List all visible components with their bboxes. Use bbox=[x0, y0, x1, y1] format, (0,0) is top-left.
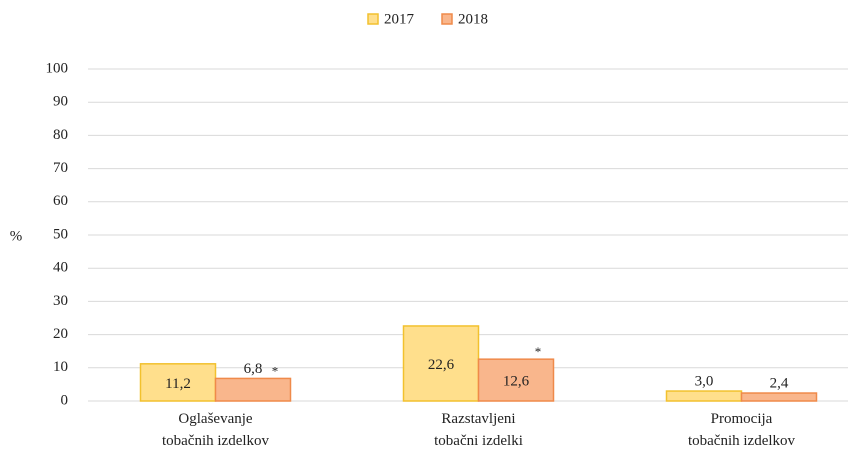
y-axis-label: % bbox=[10, 228, 23, 244]
y-tick-label: 0 bbox=[61, 392, 69, 408]
legend-swatch bbox=[367, 13, 379, 25]
bar bbox=[665, 390, 743, 402]
legend-label: 2018 bbox=[458, 11, 488, 27]
y-tick-label: 30 bbox=[53, 293, 68, 309]
bar bbox=[477, 358, 555, 402]
bar bbox=[402, 325, 480, 402]
y-tick-label: 80 bbox=[53, 127, 68, 143]
bar bbox=[139, 363, 217, 402]
x-tick-label: Promocija tobačnih izdelkov bbox=[688, 411, 796, 449]
data-note: * bbox=[535, 344, 542, 359]
legend-label: 2017 bbox=[384, 11, 415, 27]
x-tick-line: Oglaševanje bbox=[178, 411, 252, 427]
x-tick-line: Razstavljeni bbox=[441, 411, 515, 427]
x-tick-line: tobačnih izdelkov bbox=[162, 433, 270, 449]
x-tick-label: Razstavljeni tobačni izdelki bbox=[434, 411, 523, 449]
x-tick-line: tobačnih izdelkov bbox=[688, 433, 796, 449]
x-tick-line: tobačni izdelki bbox=[434, 433, 523, 449]
y-tick-label: 100 bbox=[46, 60, 69, 76]
data-label: 11,2 bbox=[165, 376, 191, 392]
data-label: 2,4 bbox=[770, 375, 789, 391]
y-tick-label: 20 bbox=[53, 326, 68, 342]
x-tick-label: Oglaševanje tobačnih izdelkov bbox=[162, 411, 270, 449]
y-tick-label: 90 bbox=[53, 94, 68, 110]
legend-swatch bbox=[441, 13, 453, 25]
y-tick-label: 10 bbox=[53, 359, 68, 375]
x-tick-line: Promocija bbox=[711, 411, 773, 427]
y-tick-label: 60 bbox=[53, 193, 68, 209]
data-note: * bbox=[272, 363, 279, 378]
data-label: 22,6 bbox=[428, 357, 455, 373]
y-tick-label: 50 bbox=[53, 226, 68, 242]
y-tick-label: 70 bbox=[53, 160, 68, 176]
data-label: 12,6 bbox=[503, 374, 530, 390]
y-tick-label: 40 bbox=[53, 260, 68, 276]
data-label: 3,0 bbox=[695, 373, 714, 389]
bar bbox=[214, 377, 292, 402]
data-label: 6,8 bbox=[244, 361, 263, 377]
bar bbox=[740, 392, 818, 402]
